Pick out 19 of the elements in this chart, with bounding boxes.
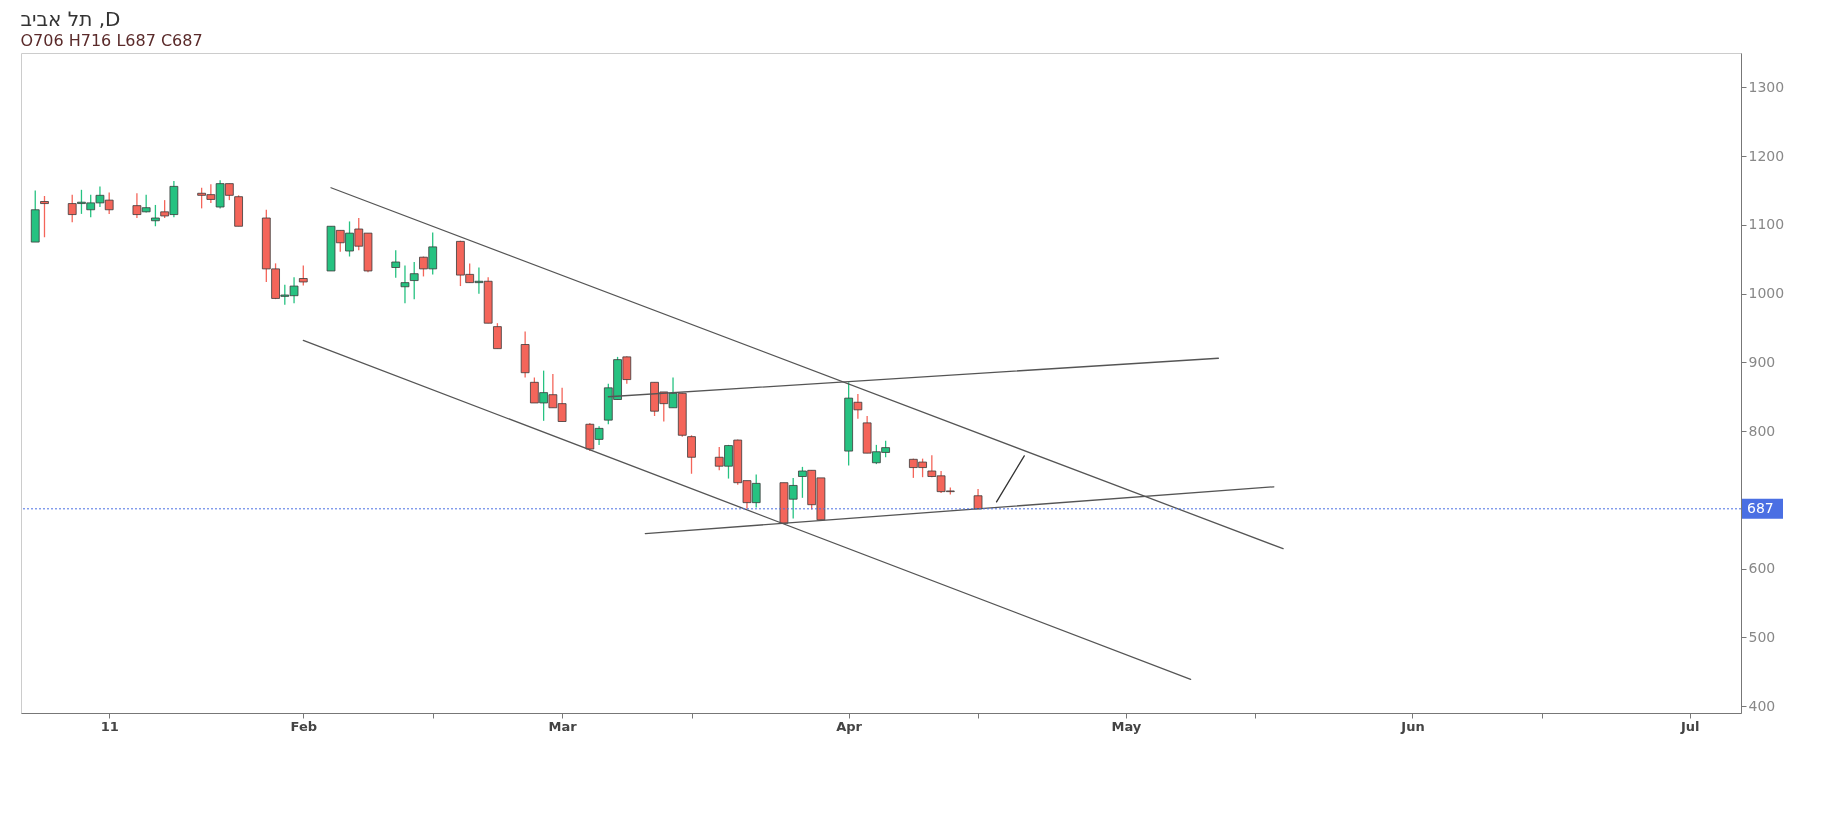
chart-subtitle: O706 H716 L687 C687 <box>20 31 203 50</box>
x-tick-label: May <box>1111 718 1142 734</box>
x-tick-label: Mar <box>548 718 578 734</box>
y-tick-label: 1200 <box>1748 147 1785 164</box>
ref-line-label: 687 <box>1747 499 1774 516</box>
y-tick-label: 400 <box>1748 697 1776 714</box>
chart-title: תל אביב ,D <box>20 7 121 31</box>
x-tick-label: Apr <box>836 718 863 734</box>
y-tick-label: 800 <box>1748 422 1776 439</box>
y-tick-label: 1100 <box>1748 216 1785 233</box>
y-tick-label: 1000 <box>1748 285 1785 302</box>
y-tick-label: 500 <box>1748 628 1776 645</box>
x-tick-label: Jul <box>1680 718 1700 734</box>
y-tick-label: 600 <box>1748 560 1776 577</box>
y-tick-label: 1300 <box>1748 78 1785 95</box>
x-tick-label: Jun <box>1400 718 1425 734</box>
x-tick-label: 11 <box>100 718 119 734</box>
x-tick-label: Feb <box>290 718 318 734</box>
y-tick-label: 900 <box>1748 353 1776 370</box>
